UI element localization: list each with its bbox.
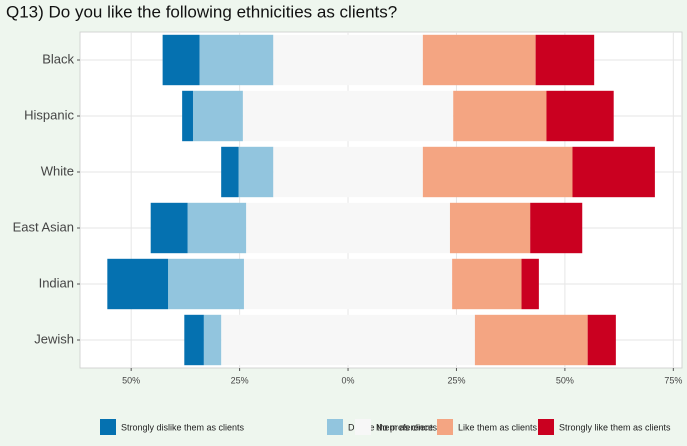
y-tick-label: White [41,163,74,178]
bar-segment [572,146,655,198]
bar-segment [452,258,522,310]
bar-segment [587,314,616,366]
bar-segment [273,34,423,86]
y-tick-label: Jewish [34,331,74,346]
x-tick-label: 25% [447,375,465,385]
legend-label: No preference [376,422,433,432]
x-tick-label: 50% [556,375,574,385]
legend-label: Like them as clients [458,422,538,432]
bar-segment [474,314,588,366]
bar-segment [150,202,188,254]
legend-swatch [538,419,554,435]
bar-segment [203,314,222,366]
x-tick-label: 50% [122,375,140,385]
legend-label: Strongly dislike them as clients [121,422,245,432]
y-tick-label: Hispanic [24,107,74,122]
x-tick-label: 75% [664,375,682,385]
bar-segment [221,314,475,366]
bar-segment [453,90,547,142]
bar-segment [187,202,247,254]
legend-label: Dislike them as clients [348,422,438,432]
bar-segment [107,258,169,310]
x-tick-label: 0% [342,375,355,385]
bar-segment [168,258,244,310]
bar-segment [242,90,454,142]
bar-segment [182,90,193,142]
bar-segment [530,202,583,254]
bar-segment [199,34,274,86]
bar-segment [246,202,450,254]
x-tick-label: 25% [231,375,249,385]
bar-segment [422,34,536,86]
legend-swatch [437,419,453,435]
bar-segment [273,146,423,198]
legend-swatch [100,419,116,435]
plot-panel [79,31,683,369]
legend-swatch [327,419,343,435]
legend-swatch [355,419,371,435]
chart-title: Q13) Do you like the following ethniciti… [6,2,397,21]
bar-segment [184,314,204,366]
y-tick-label: East Asian [13,219,74,234]
bar-segment [243,258,453,310]
bar-segment [221,146,239,198]
y-tick-label: Indian [39,275,74,290]
y-tick-label: Black [42,51,74,66]
bar-segment [162,34,200,86]
bar-segment [535,34,595,86]
bar-segment [546,90,614,142]
bar-segment [192,90,243,142]
legend-label: Strongly like them as clients [559,422,671,432]
bar-segment [449,202,531,254]
bar-segment [422,146,573,198]
bar-segment [521,258,539,310]
bar-segment [238,146,274,198]
